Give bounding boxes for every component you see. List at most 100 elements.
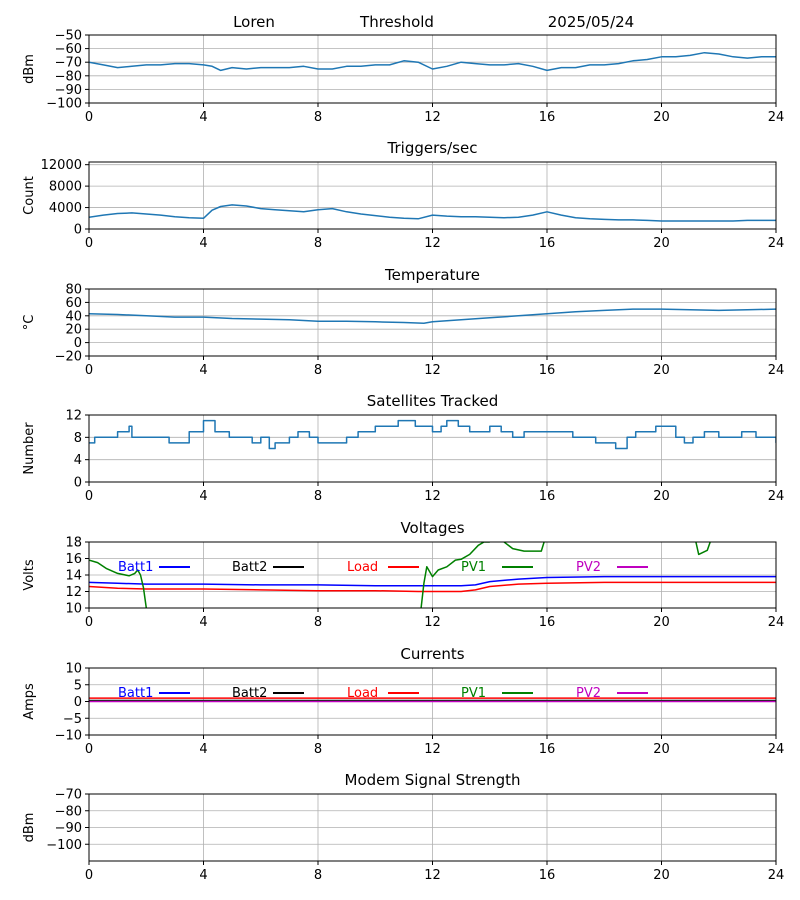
x-tick-label: 4: [199, 615, 207, 630]
x-tick-label: 4: [199, 363, 207, 378]
legend-label-batt1: Batt1: [118, 560, 153, 575]
chart-title: Currents: [400, 645, 464, 663]
y-tick-label: −100: [46, 97, 82, 112]
x-tick-label: 16: [539, 236, 556, 251]
x-tick-label: 16: [539, 489, 556, 504]
x-tick-label: 4: [199, 868, 207, 883]
x-tick-label: 20: [653, 110, 670, 125]
y-tick-label: −5: [63, 712, 82, 727]
y-axis-label: Count: [22, 176, 37, 215]
y-axis-label: Volts: [22, 559, 37, 591]
y-tick-label: 0: [74, 336, 82, 351]
y-tick-label: 16: [65, 552, 82, 567]
plot-area: [89, 51, 776, 72]
chart-title: Temperature: [384, 266, 480, 284]
x-tick-label: 24: [768, 742, 785, 757]
x-tick-label: 12: [424, 236, 441, 251]
x-tick-label: 0: [85, 615, 93, 630]
series-line-load: [89, 581, 776, 593]
x-tick-label: 24: [768, 236, 785, 251]
legend-label-pv2: PV2: [576, 686, 601, 701]
series-line: [89, 419, 776, 450]
x-tick-label: 0: [85, 742, 93, 757]
chart-modem: Modem Signal Strength 0 4 8 12 16 20 24 −100 −90 −…: [22, 771, 784, 883]
y-tick-label: 8: [74, 431, 82, 446]
chart-title: Satellites Tracked: [367, 392, 498, 410]
chart-title: Modem Signal Strength: [345, 771, 521, 789]
series-line-batt1: [89, 575, 776, 587]
x-tick-label: 24: [768, 489, 785, 504]
plot-area: [89, 542, 776, 608]
series-line: [89, 51, 776, 72]
x-tick-label: 8: [314, 742, 322, 757]
x-tick-label: 16: [539, 742, 556, 757]
chart-threshold: 0 4 8 12 16 20 24 −100−90−80−70−60−50 dBm: [22, 29, 784, 126]
y-tick-label: 0: [74, 695, 82, 710]
y-tick-label: 10: [65, 602, 82, 617]
legend-label-load: Load: [347, 686, 378, 701]
x-tick-label: 24: [768, 868, 785, 883]
y-axis-label: dBm: [22, 54, 37, 84]
legend-label-pv1: PV1: [461, 560, 486, 575]
y-tick-label: −90: [55, 821, 82, 836]
x-tick-label: 8: [314, 236, 322, 251]
x-tick-label: 20: [653, 236, 670, 251]
x-tick-label: 12: [424, 489, 441, 504]
legend-label-batt2: Batt2: [232, 560, 267, 575]
y-tick-label: 60: [65, 296, 82, 311]
y-tick-label: 18: [65, 536, 82, 551]
x-tick-label: 8: [314, 110, 322, 125]
x-tick-label: 20: [653, 615, 670, 630]
chart-satellites: Satellites Tracked 0 4 8 12 16 20 24 0 4 8 12 Number: [22, 392, 784, 504]
chart-title: Voltages: [400, 519, 464, 537]
legend-label-batt1: Batt1: [118, 686, 153, 701]
y-tick-label: 0: [74, 223, 82, 238]
y-tick-label: −50: [55, 29, 82, 44]
x-tick-label: 24: [768, 363, 785, 378]
y-tick-label: 20: [65, 323, 82, 338]
y-tick-label: 12000: [41, 158, 82, 173]
report-date: 2025/05/24: [548, 13, 634, 31]
y-tick-label: −80: [55, 69, 82, 84]
threshold-panel-title: Threshold: [359, 13, 434, 31]
y-tick-label: −60: [55, 42, 82, 57]
legend-label-load: Load: [347, 560, 378, 575]
x-tick-label: 20: [653, 868, 670, 883]
x-tick-label: 8: [314, 615, 322, 630]
x-tick-label: 0: [85, 363, 93, 378]
series-line-pv1: [503, 542, 545, 552]
x-tick-label: 20: [653, 363, 670, 378]
chart-title: Triggers/sec: [387, 139, 478, 157]
y-tick-label: −10: [55, 729, 82, 744]
series-line-pv1: [695, 542, 711, 556]
x-tick-label: 16: [539, 868, 556, 883]
series-line: [89, 204, 776, 222]
y-tick-label: −70: [55, 788, 82, 803]
x-tick-label: 0: [85, 236, 93, 251]
x-tick-label: 24: [768, 110, 785, 125]
x-tick-label: 4: [199, 742, 207, 757]
plot-area: [89, 204, 776, 222]
x-tick-label: 8: [314, 489, 322, 504]
x-tick-label: 16: [539, 363, 556, 378]
x-tick-label: 12: [424, 615, 441, 630]
x-tick-label: 16: [539, 615, 556, 630]
y-tick-label: 4000: [49, 201, 82, 216]
plot-area: [89, 308, 776, 324]
y-tick-label: 5: [74, 678, 82, 693]
legend-label-batt2: Batt2: [232, 686, 267, 701]
y-tick-label: 80: [65, 283, 82, 298]
x-tick-label: 20: [653, 489, 670, 504]
y-tick-label: −70: [55, 56, 82, 71]
x-tick-label: 8: [314, 363, 322, 378]
x-tick-label: 8: [314, 868, 322, 883]
x-tick-label: 0: [85, 110, 93, 125]
y-tick-label: 10: [65, 662, 82, 677]
y-tick-label: −100: [46, 838, 82, 853]
y-axis-label: dBm: [22, 813, 37, 843]
x-tick-label: 4: [199, 110, 207, 125]
x-tick-label: 12: [424, 868, 441, 883]
legend-label-pv1: PV1: [461, 686, 486, 701]
